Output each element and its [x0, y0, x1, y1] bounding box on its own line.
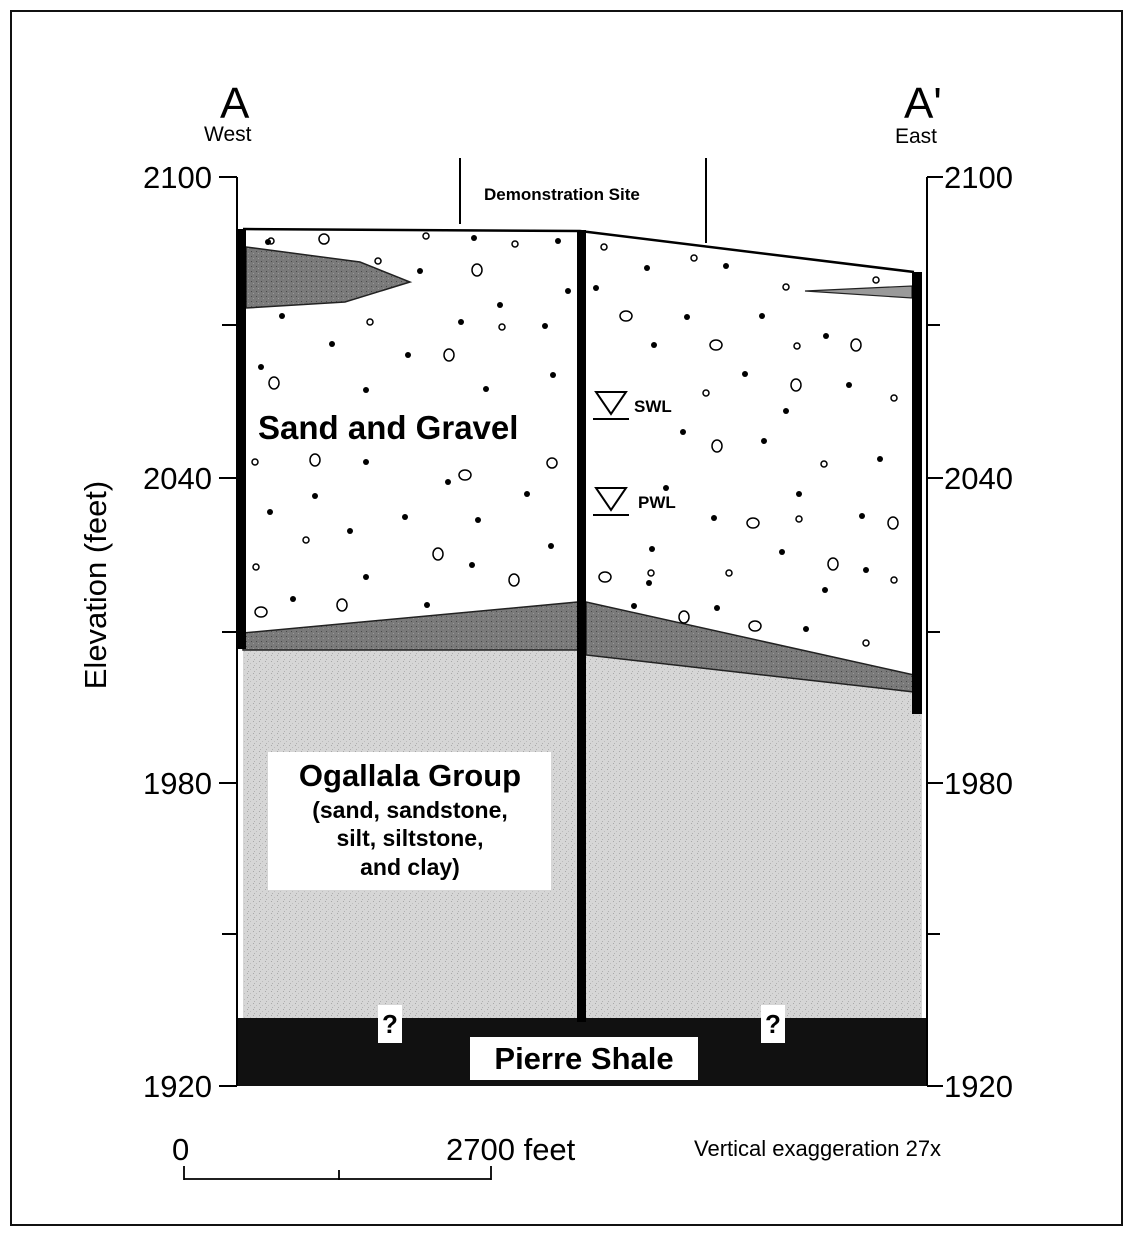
scale-bar	[183, 1166, 492, 1180]
borehole-center	[577, 230, 586, 1022]
direction-label-east: East	[895, 125, 937, 148]
unknown-marker-east-background	[761, 1005, 785, 1043]
y-axis-tick-right-2040: 2040	[944, 461, 1013, 496]
left-axis	[219, 176, 238, 1087]
scale-end-label: 2700 feet	[446, 1132, 576, 1167]
section-end-label-east: A'	[904, 79, 942, 128]
ogallala-title: Ogallala Group	[299, 758, 521, 793]
right-axis	[926, 176, 943, 1087]
scale-start-label: 0	[172, 1132, 189, 1167]
pwl-label: PWL	[638, 493, 676, 512]
direction-label-west: West	[204, 123, 252, 146]
section-end-label-west: A	[220, 79, 250, 128]
upper-clay-lens-west	[245, 246, 413, 309]
gravel-dots	[258, 235, 883, 632]
vertical-exaggeration-label: Vertical exaggeration 27x	[694, 1136, 941, 1161]
ogallala-label-background	[268, 752, 551, 890]
y-axis-tick-left-1920: 1920	[143, 1069, 212, 1104]
y-axis-label: Elevation (feet)	[78, 481, 113, 690]
y-axis-tick-right-1920: 1920	[944, 1069, 1013, 1104]
ogallala-desc-line-3: and clay)	[360, 854, 460, 880]
y-axis-tick-left-1980: 1980	[143, 766, 212, 801]
y-axis-tick-left-2040: 2040	[143, 461, 212, 496]
unknown-marker-west-background	[378, 1005, 402, 1043]
y-axis-tick-left-2100: 2100	[143, 160, 212, 195]
gravel-pebbles	[251, 232, 899, 647]
y-axis-tick-right-1980: 1980	[944, 766, 1013, 801]
unknown-marker-east: ?	[765, 1009, 781, 1039]
pierre-shale-label: Pierre Shale	[494, 1041, 673, 1076]
y-axis-tick-right-2100: 2100	[944, 160, 1013, 195]
borehole-east	[912, 272, 922, 714]
sand-gravel-label: Sand and Gravel	[258, 409, 518, 446]
pwl-symbol	[593, 487, 629, 516]
unknown-marker-west: ?	[382, 1009, 398, 1039]
borehole-west	[236, 229, 246, 649]
figure-frame	[10, 10, 1123, 1226]
ogallala-desc-line-2: silt, siltstone,	[337, 825, 484, 851]
demonstration-site-label: Demonstration Site	[484, 185, 640, 204]
pierre-label-background	[470, 1037, 698, 1080]
swl-symbol	[593, 391, 629, 420]
upper-clay-lens-east	[804, 285, 913, 299]
ogallala-desc-line-1: (sand, sandstone,	[312, 797, 508, 823]
swl-label: SWL	[634, 397, 672, 416]
basal-clay-lens-west	[242, 601, 579, 651]
